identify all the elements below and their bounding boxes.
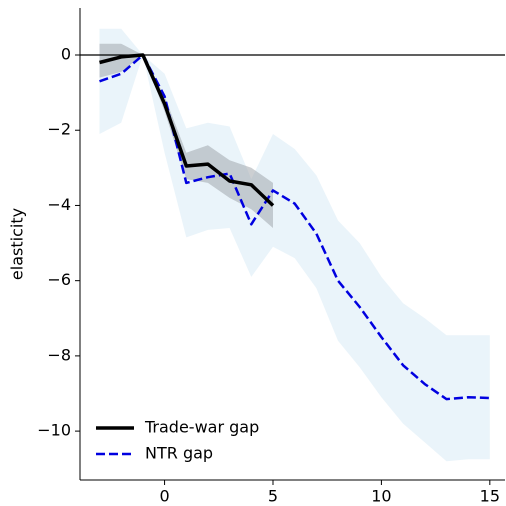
x-tick-label: 15 (480, 487, 500, 506)
series-line (99, 53, 490, 401)
y-tick-label: −8 (47, 345, 71, 364)
y-tick-label: −4 (47, 195, 71, 214)
confidence-band (99, 28, 490, 462)
y-tick-label: −6 (47, 270, 71, 289)
y-axis-label: elasticity (8, 208, 27, 280)
x-tick-label: 10 (371, 487, 391, 506)
x-tick-label: 5 (268, 487, 278, 506)
legend-label: NTR gap (145, 444, 213, 463)
y-tick-label: −10 (37, 421, 71, 440)
y-tick-label: −2 (47, 120, 71, 139)
x-tick-label: 0 (159, 487, 169, 506)
legend-label: Trade-war gap (144, 418, 259, 437)
series-line (99, 53, 275, 207)
y-tick-label: 0 (61, 45, 71, 64)
